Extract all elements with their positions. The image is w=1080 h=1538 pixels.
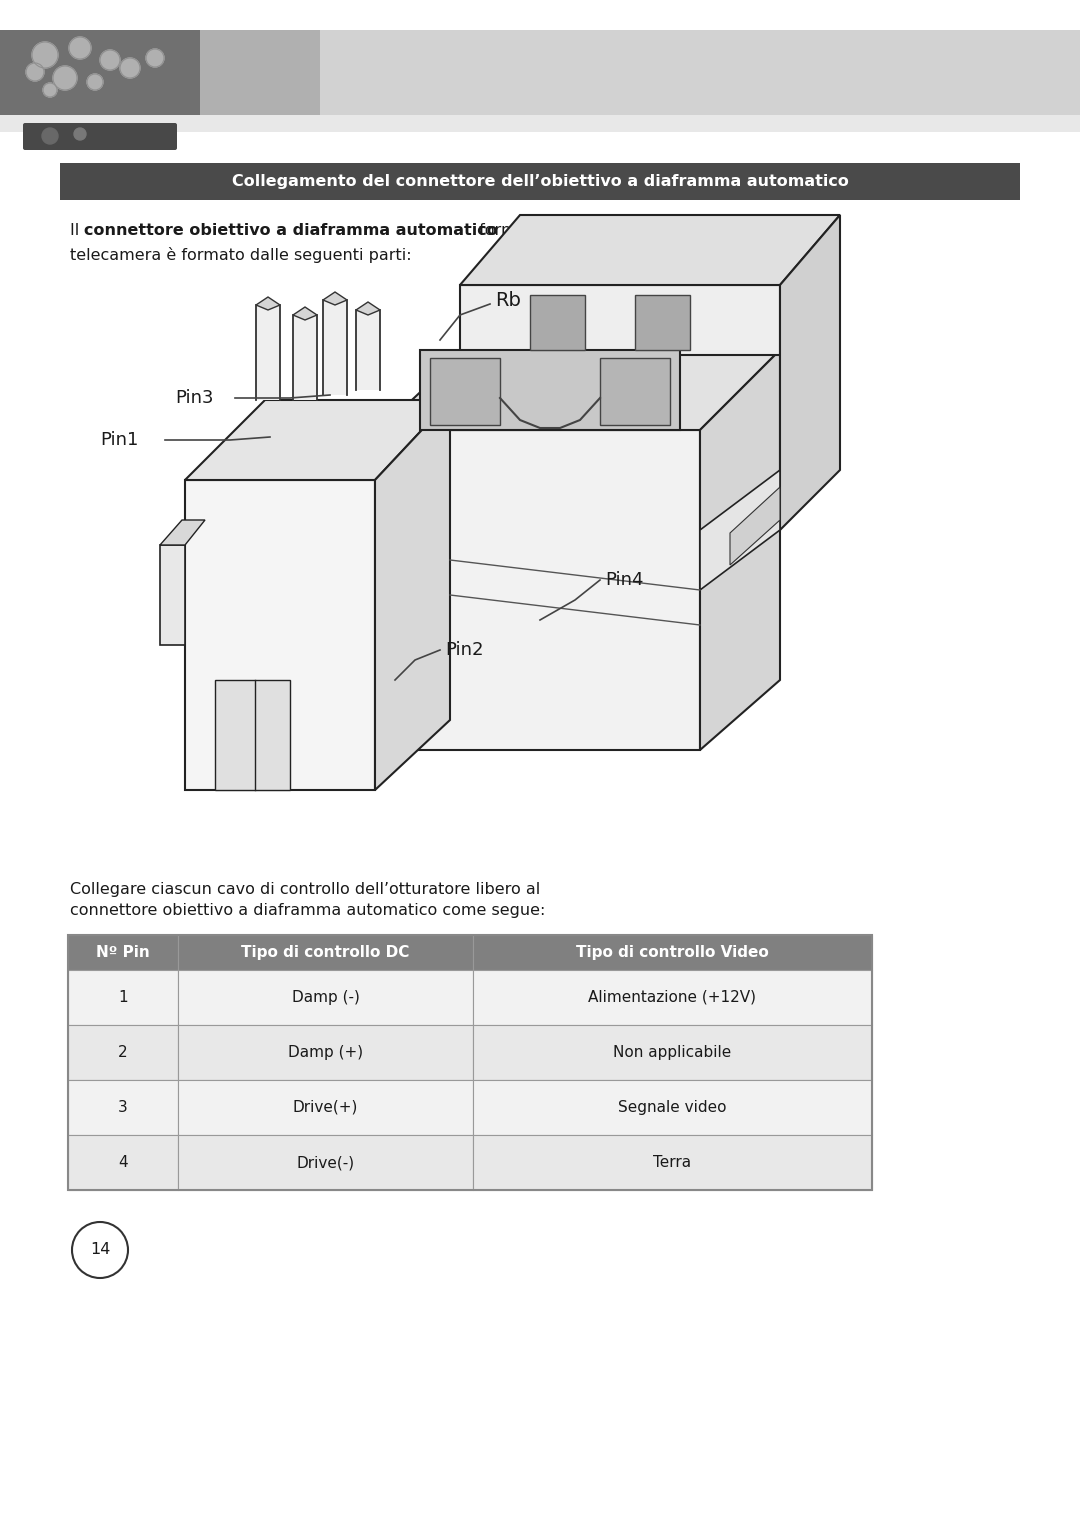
Text: Pin3: Pin3 <box>175 389 214 408</box>
FancyBboxPatch shape <box>68 1135 178 1190</box>
Text: Damp (-): Damp (-) <box>292 990 360 1004</box>
Polygon shape <box>460 285 780 355</box>
Polygon shape <box>356 311 380 391</box>
Polygon shape <box>323 300 347 395</box>
Polygon shape <box>380 351 780 431</box>
Text: Terra: Terra <box>653 1155 691 1170</box>
FancyBboxPatch shape <box>60 163 1020 200</box>
Circle shape <box>32 42 58 68</box>
Text: Tipo di controllo Video: Tipo di controllo Video <box>576 944 769 960</box>
Polygon shape <box>460 215 840 285</box>
Text: 2: 2 <box>118 1044 127 1060</box>
Text: Drive(+): Drive(+) <box>293 1100 359 1115</box>
Circle shape <box>69 37 91 58</box>
Text: Pin2: Pin2 <box>445 641 484 658</box>
Circle shape <box>42 128 58 145</box>
Circle shape <box>43 83 57 97</box>
Circle shape <box>100 51 120 71</box>
Circle shape <box>146 49 164 68</box>
Polygon shape <box>530 295 585 351</box>
FancyBboxPatch shape <box>0 115 1080 132</box>
Polygon shape <box>730 488 780 564</box>
FancyBboxPatch shape <box>473 1024 872 1080</box>
Text: connettore obiettivo a diaframma automatico: connettore obiettivo a diaframma automat… <box>84 223 498 238</box>
FancyBboxPatch shape <box>68 1080 178 1135</box>
Text: Non applicabile: Non applicabile <box>613 1044 731 1060</box>
FancyBboxPatch shape <box>23 123 177 151</box>
Circle shape <box>26 63 44 82</box>
Polygon shape <box>256 305 280 400</box>
Polygon shape <box>375 400 450 791</box>
Polygon shape <box>293 315 318 400</box>
Polygon shape <box>323 292 347 305</box>
Polygon shape <box>600 358 670 424</box>
Circle shape <box>87 74 103 91</box>
FancyBboxPatch shape <box>178 1024 473 1080</box>
Polygon shape <box>185 400 450 480</box>
Polygon shape <box>700 351 780 751</box>
Polygon shape <box>380 431 700 751</box>
Text: Il: Il <box>70 223 84 238</box>
Circle shape <box>75 128 86 140</box>
Polygon shape <box>293 308 318 320</box>
Text: 4: 4 <box>118 1155 127 1170</box>
Text: Nº Pin: Nº Pin <box>96 944 150 960</box>
Text: 1: 1 <box>118 990 127 1004</box>
FancyBboxPatch shape <box>473 970 872 1024</box>
Text: 14: 14 <box>90 1243 110 1258</box>
Text: Pin1: Pin1 <box>100 431 138 449</box>
FancyBboxPatch shape <box>178 1080 473 1135</box>
Polygon shape <box>420 351 680 431</box>
Circle shape <box>53 66 77 91</box>
FancyBboxPatch shape <box>473 1135 872 1190</box>
FancyBboxPatch shape <box>473 1080 872 1135</box>
Text: Segnale video: Segnale video <box>618 1100 727 1115</box>
Polygon shape <box>256 297 280 311</box>
FancyBboxPatch shape <box>0 31 1080 115</box>
Polygon shape <box>356 301 380 315</box>
Text: Collegamento del connettore dell’obiettivo a diaframma automatico: Collegamento del connettore dell’obietti… <box>231 174 849 189</box>
Polygon shape <box>160 544 185 644</box>
Polygon shape <box>430 358 500 424</box>
Polygon shape <box>700 471 780 591</box>
Polygon shape <box>635 295 690 351</box>
Polygon shape <box>185 480 375 791</box>
Text: Collegare ciascun cavo di controllo dell’otturatore libero al
connettore obietti: Collegare ciascun cavo di controllo dell… <box>70 881 545 918</box>
Text: fornito con la: fornito con la <box>474 223 585 238</box>
Text: Drive(-): Drive(-) <box>296 1155 354 1170</box>
Text: Damp (+): Damp (+) <box>288 1044 363 1060</box>
FancyBboxPatch shape <box>68 970 178 1024</box>
FancyBboxPatch shape <box>178 1135 473 1190</box>
Text: 3: 3 <box>118 1100 127 1115</box>
FancyBboxPatch shape <box>68 935 178 970</box>
FancyBboxPatch shape <box>68 1024 178 1080</box>
Text: Alimentazione (+12V): Alimentazione (+12V) <box>589 990 756 1004</box>
FancyBboxPatch shape <box>473 935 872 970</box>
Text: telecamera è formato dalle seguenti parti:: telecamera è formato dalle seguenti part… <box>70 248 411 263</box>
FancyBboxPatch shape <box>178 935 473 970</box>
Polygon shape <box>160 520 205 544</box>
Polygon shape <box>215 680 291 791</box>
FancyBboxPatch shape <box>0 31 200 115</box>
Text: Tipo di controllo DC: Tipo di controllo DC <box>241 944 409 960</box>
Text: Rb: Rb <box>495 291 521 309</box>
Text: Pin4: Pin4 <box>605 571 644 589</box>
FancyBboxPatch shape <box>178 970 473 1024</box>
Circle shape <box>120 58 140 78</box>
Polygon shape <box>780 215 840 531</box>
FancyBboxPatch shape <box>200 31 320 115</box>
